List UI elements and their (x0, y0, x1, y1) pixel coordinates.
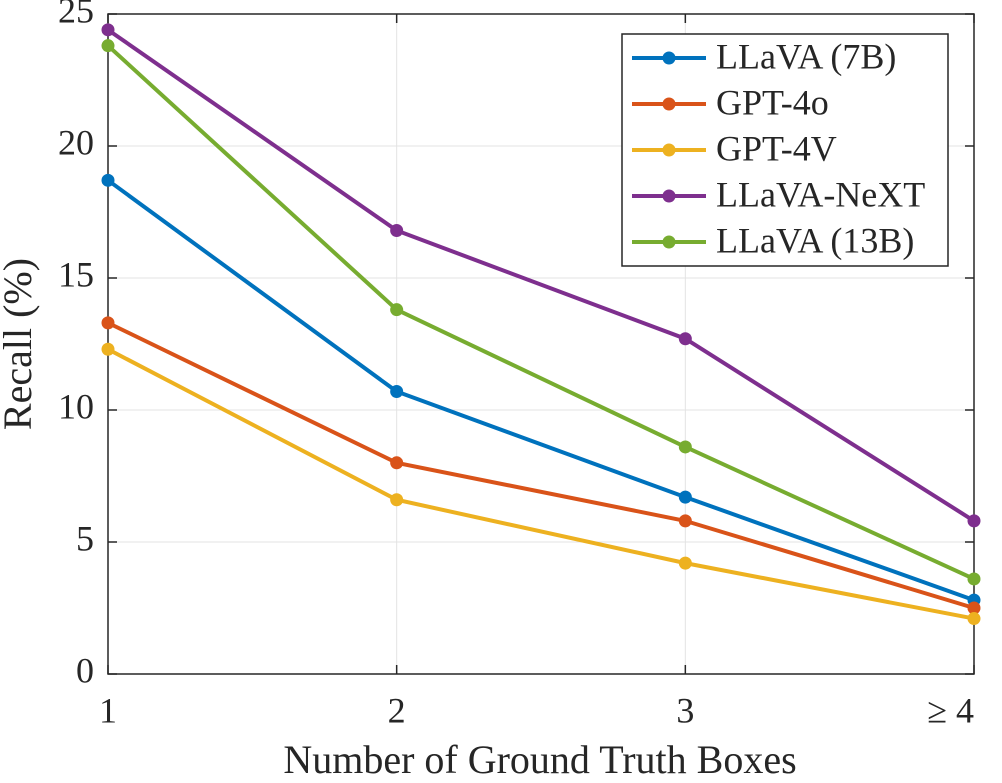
x-axis-label: Number of Ground Truth Boxes (283, 737, 796, 782)
series-line (107, 347, 975, 621)
x-tick-label: ≥ 4 (927, 690, 974, 730)
data-point (101, 23, 115, 37)
series-line (107, 321, 975, 610)
data-point (678, 556, 692, 570)
data-point (967, 601, 981, 615)
data-point (101, 316, 115, 330)
legend: LLaVA (7B) GPT-4o GPT-4V LLaVA-NeXT LLaVA (1… (621, 33, 949, 267)
data-point (678, 514, 692, 528)
legend-label: GPT-4V (716, 128, 837, 168)
legend-marker (662, 235, 676, 249)
data-point (967, 514, 981, 528)
y-tick-label: 25 (58, 0, 94, 30)
data-point (390, 493, 404, 507)
y-axis-label: Recall (%) (0, 258, 40, 430)
data-point (967, 572, 981, 586)
legend-marker (662, 97, 676, 111)
legend-marker (662, 189, 676, 203)
legend-label: GPT-4o (716, 82, 829, 122)
data-point (678, 332, 692, 346)
data-point (678, 440, 692, 454)
legend-marker (662, 143, 676, 157)
y-tick-label: 10 (58, 386, 94, 426)
series-line (106, 178, 975, 602)
data-point (967, 612, 981, 626)
x-tick-label: 1 (99, 690, 117, 730)
y-tick-label: 20 (58, 122, 94, 162)
legend-marker (662, 51, 676, 65)
data-point (390, 385, 404, 399)
y-tick-label: 0 (76, 650, 94, 690)
y-tick-label: 15 (58, 254, 94, 294)
data-point (678, 490, 692, 504)
data-point (101, 173, 115, 187)
x-tick-label: 3 (676, 690, 694, 730)
data-point (390, 303, 404, 317)
data-point (390, 456, 404, 470)
data-point (390, 223, 404, 237)
y-tick-label: 5 (76, 518, 94, 558)
legend-label: LLaVA-NeXT (716, 174, 925, 214)
data-point (101, 39, 115, 53)
x-tick-label: 2 (388, 690, 406, 730)
legend-label: LLaVA (13B) (716, 220, 914, 260)
legend-label: LLaVA (7B) (716, 36, 896, 76)
series-line (106, 28, 976, 523)
series-line (106, 44, 975, 581)
data-point (101, 342, 115, 356)
